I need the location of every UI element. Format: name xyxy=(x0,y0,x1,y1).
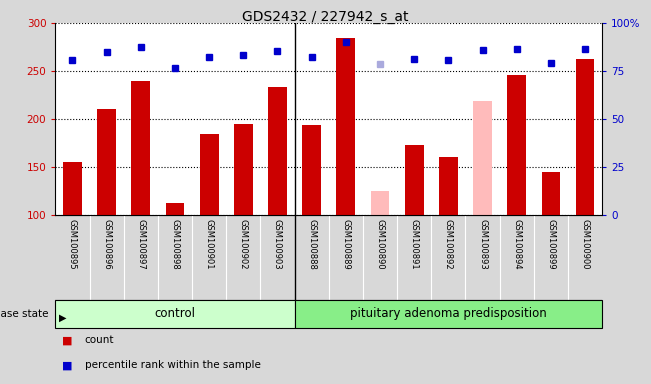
Bar xyxy=(294,300,602,328)
Bar xyxy=(63,162,82,215)
Text: ■: ■ xyxy=(62,361,72,371)
Bar xyxy=(268,88,287,215)
Bar xyxy=(370,191,389,215)
Text: GSM100898: GSM100898 xyxy=(171,219,180,270)
Text: GSM100897: GSM100897 xyxy=(136,219,145,270)
Text: disease state: disease state xyxy=(0,309,49,319)
Text: GSM100903: GSM100903 xyxy=(273,219,282,270)
Bar xyxy=(165,203,184,215)
Bar xyxy=(200,134,219,215)
Text: GSM100902: GSM100902 xyxy=(239,219,248,270)
Text: GSM100896: GSM100896 xyxy=(102,219,111,270)
Text: GSM100888: GSM100888 xyxy=(307,219,316,270)
Bar xyxy=(234,124,253,215)
Bar xyxy=(439,157,458,215)
Bar xyxy=(55,300,294,328)
Text: percentile rank within the sample: percentile rank within the sample xyxy=(85,360,260,370)
Text: ▶: ▶ xyxy=(59,313,66,323)
Bar xyxy=(575,59,594,215)
Bar xyxy=(507,75,526,215)
Text: control: control xyxy=(154,308,195,320)
Text: GSM100892: GSM100892 xyxy=(444,219,453,270)
Text: GSM100891: GSM100891 xyxy=(409,219,419,270)
Text: GSM100890: GSM100890 xyxy=(376,219,385,270)
Bar xyxy=(473,101,492,215)
Text: GSM100900: GSM100900 xyxy=(581,219,590,270)
Text: GSM100893: GSM100893 xyxy=(478,219,487,270)
Bar xyxy=(337,38,355,215)
Bar xyxy=(542,172,561,215)
Text: ■: ■ xyxy=(62,336,72,346)
Bar xyxy=(302,125,321,215)
Text: GDS2432 / 227942_s_at: GDS2432 / 227942_s_at xyxy=(242,10,409,23)
Text: GSM100889: GSM100889 xyxy=(341,219,350,270)
Text: GSM100894: GSM100894 xyxy=(512,219,521,270)
Text: pituitary adenoma predisposition: pituitary adenoma predisposition xyxy=(350,308,547,320)
Text: GSM100895: GSM100895 xyxy=(68,219,77,270)
Text: count: count xyxy=(85,335,114,345)
Bar xyxy=(405,145,424,215)
Bar xyxy=(132,81,150,215)
Text: GSM100901: GSM100901 xyxy=(204,219,214,270)
Text: GSM100899: GSM100899 xyxy=(546,219,555,270)
Bar xyxy=(97,109,116,215)
